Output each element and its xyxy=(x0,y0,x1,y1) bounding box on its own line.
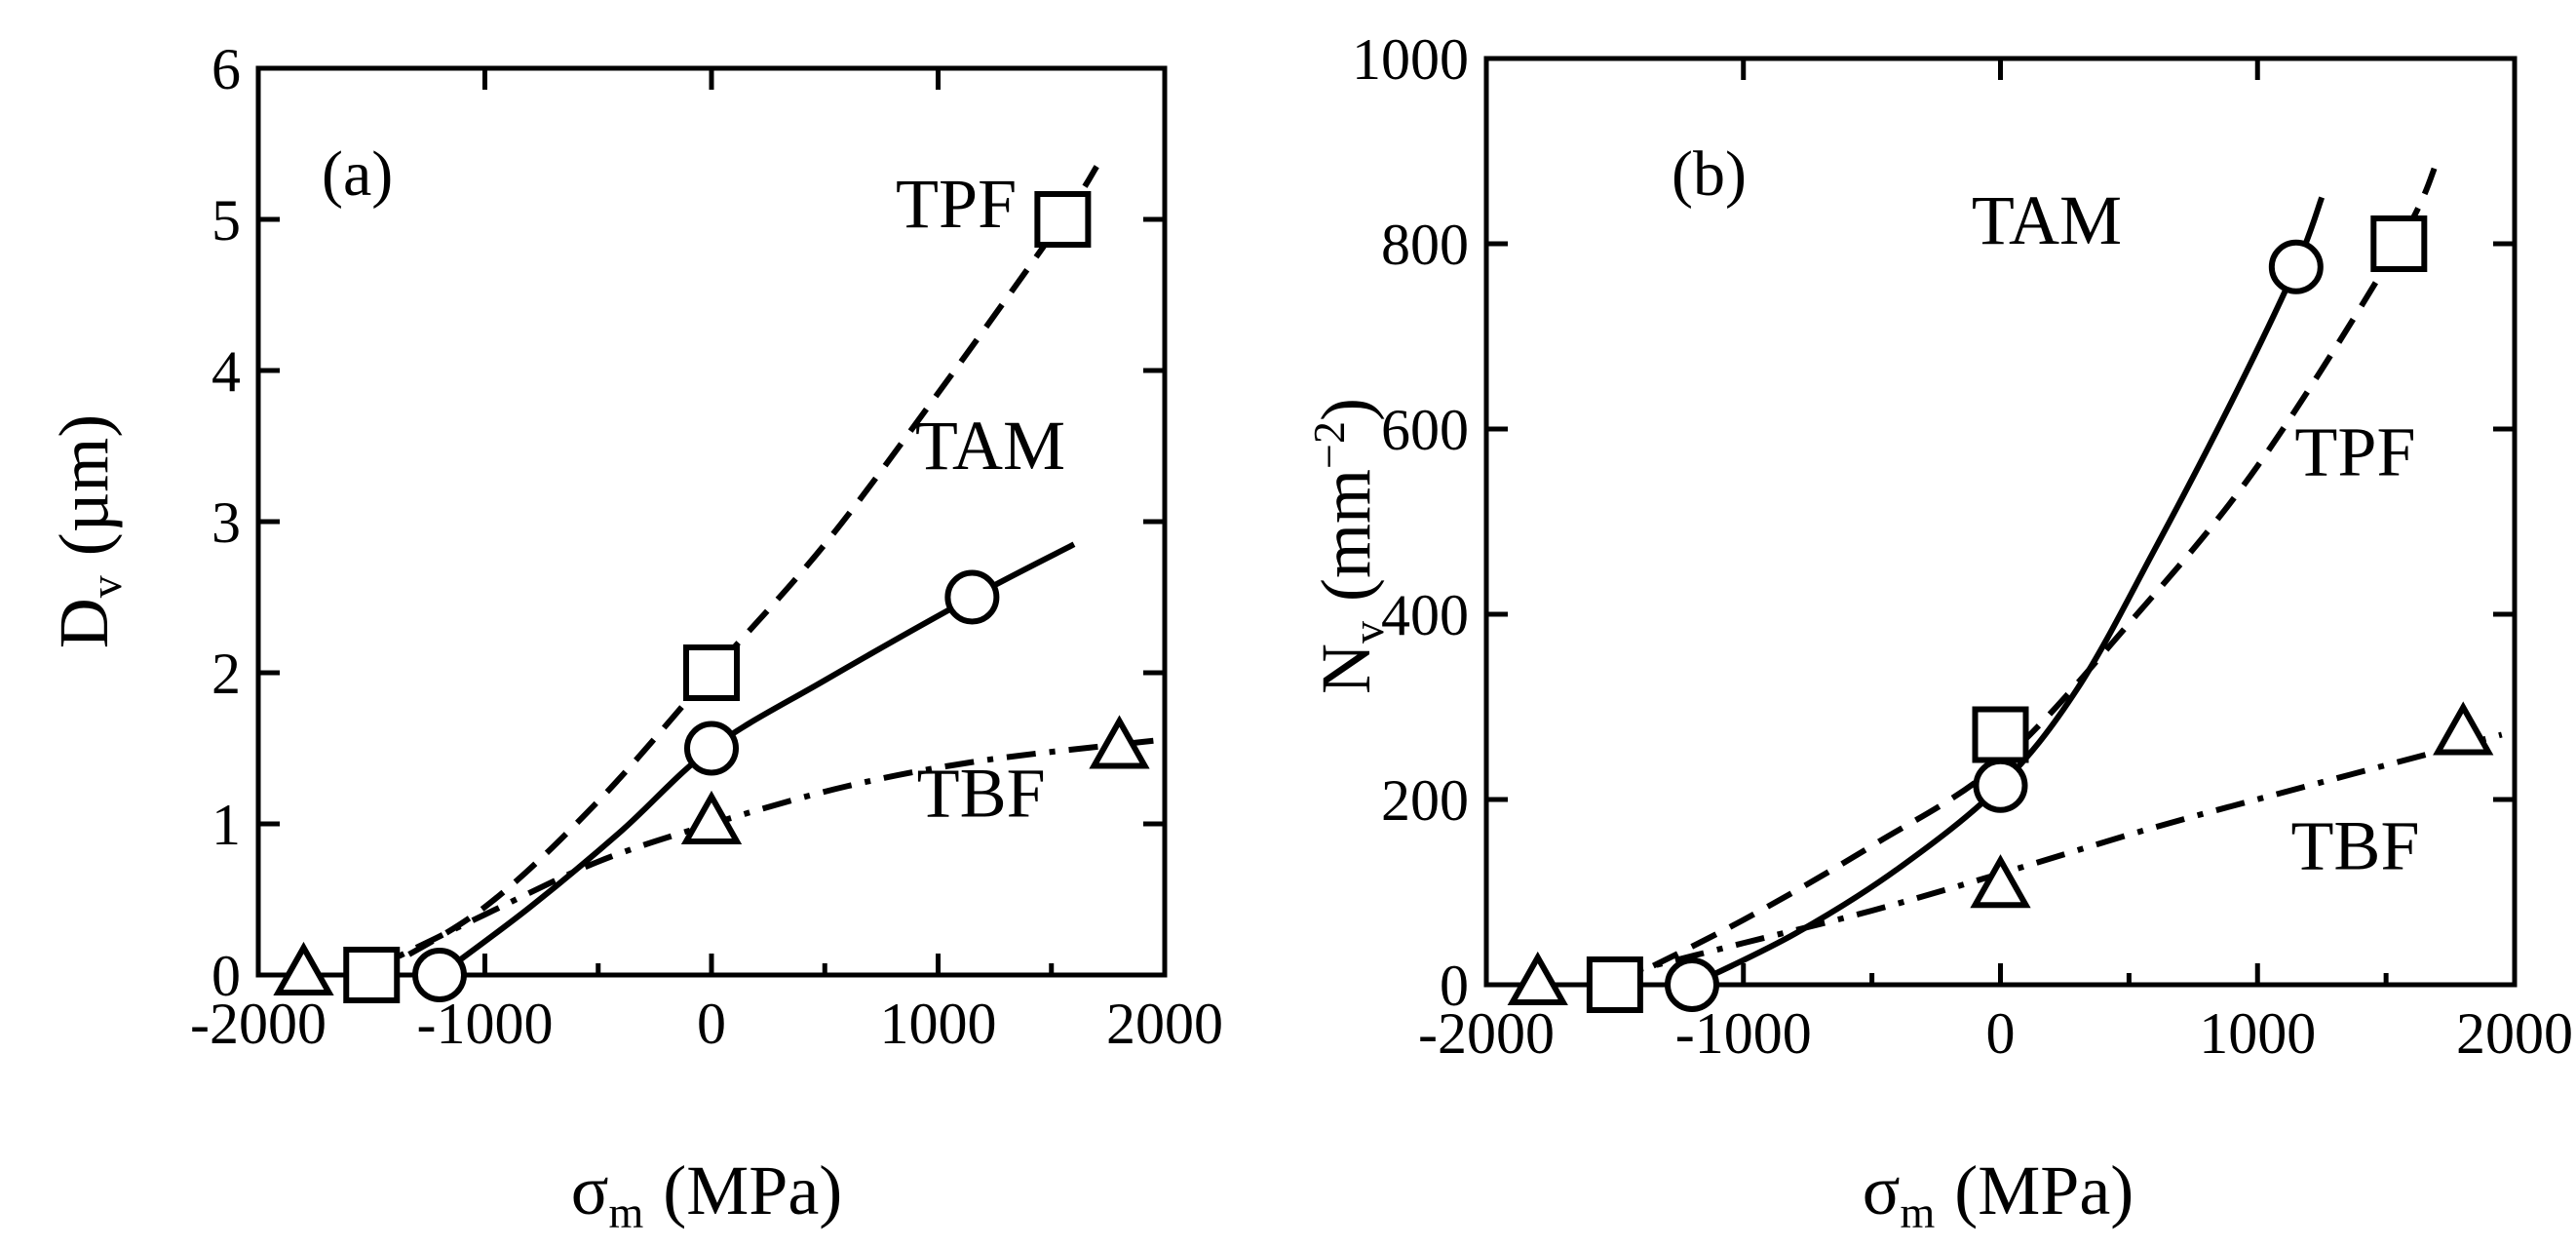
panel-b-x-axis-label: σm (MPa) xyxy=(1863,1151,2134,1237)
panel-a-y-tick-label: 6 xyxy=(211,37,241,101)
panel-a-y-axis-label: Dv (µm) xyxy=(45,414,131,648)
panel-a-series-label-tpf: TPF xyxy=(896,165,1017,243)
panel-b-y-axis-label-units-pre: (mm xyxy=(1307,469,1385,602)
panel-b-y-axis-label-units-sup: −2 xyxy=(1304,421,1354,469)
panel-b-curve-tam xyxy=(1690,196,2326,988)
panel-a-marker-tpf xyxy=(1034,191,1092,248)
panel-a-marker-tpf xyxy=(343,947,401,1003)
panel-a-marker-tbf xyxy=(1089,715,1150,769)
panel-b-y-tick-label: 200 xyxy=(1381,768,1469,833)
panel-b: -2000 -1000 0 1000 2000 0 200 400 600 800 1000 TAM T… xyxy=(1304,27,2573,1237)
panel-b-y-tick-label: 800 xyxy=(1381,213,1469,277)
panel-b-y-axis-label-main: N xyxy=(1307,644,1385,694)
panel-a-x-tick-label: 0 xyxy=(697,992,726,1056)
panel-a-label: (a) xyxy=(322,138,393,210)
panel-b-x-tick-label: 2000 xyxy=(2456,1001,2573,1066)
panel-b-curve-tbf xyxy=(1614,731,2503,979)
panel-b-marker-tpf xyxy=(1972,706,2029,763)
panel-a-marker-tbf xyxy=(273,941,334,995)
panel-a-x-axis-label: σm (MPa) xyxy=(571,1151,843,1237)
panel-a-y-axis-label-main: D xyxy=(45,598,123,648)
panel-b-plot-area: -2000 -1000 0 1000 2000 0 200 400 600 800 1000 TAM T… xyxy=(1352,27,2573,1066)
panel-b-y-tick-label: 1000 xyxy=(1352,27,1469,92)
panel-b-marker-tbf xyxy=(1507,951,1568,1005)
panel-a-plot-area: -2000 -1000 0 1000 2000 0 1 2 3 4 5 6 TPF TAM TBF xyxy=(190,37,1223,1056)
panel-b-series-label-tam: TAM xyxy=(1972,181,2122,259)
panel-b-y-tick-label: 600 xyxy=(1381,398,1469,462)
panel-a-series-label-tam: TAM xyxy=(915,407,1065,485)
panel-a-x-axis-label-sub: m xyxy=(609,1188,644,1237)
panel-a-x-tick-label: -2000 xyxy=(190,992,327,1056)
panel-a-marker-tpf xyxy=(683,644,740,701)
panel-b-marker-tbf xyxy=(1970,854,2031,909)
panel-b-marker-tbf xyxy=(2433,701,2494,756)
panel-a-series-label-tbf: TBF xyxy=(917,754,1046,832)
panel-a-y-tick-label: 0 xyxy=(211,944,241,1008)
panel-a-y-axis-label-sub: v xyxy=(81,575,131,598)
panel-b-y-axis-label-sub: v xyxy=(1343,621,1393,644)
panel-b-y-tick-label: 0 xyxy=(1440,954,1469,1018)
panel-a-marker-tam xyxy=(684,721,739,776)
panel-b-label: (b) xyxy=(1672,138,1747,210)
panel-b-x-axis-label-main: σ xyxy=(1863,1151,1901,1229)
panel-b-x-tick-label: 1000 xyxy=(2199,1001,2316,1066)
panel-b-x-axis-label-sub: m xyxy=(1901,1188,1936,1237)
panel-b-x-axis-label-units: (MPa) xyxy=(1954,1151,2134,1229)
panel-a-x-axis-label-main: σ xyxy=(571,1151,609,1229)
panel-a-x-tick-label: 2000 xyxy=(1106,992,1223,1056)
panel-b-y-tick-label: 400 xyxy=(1381,583,1469,647)
panel-a-marker-tam xyxy=(412,948,467,1002)
panel-b-series-label-tpf: TPF xyxy=(2294,413,2415,491)
panel-a-y-tick-label: 5 xyxy=(211,188,241,253)
panel-b-marker-tpf xyxy=(2370,215,2428,272)
panel-a-x-tick-label: 1000 xyxy=(880,992,997,1056)
panel-b-marker-tam xyxy=(1973,758,2028,813)
panel-a-x-axis-label-units: (MPa) xyxy=(663,1151,842,1229)
panel-b-marker-tpf xyxy=(1586,956,1643,1013)
panel-b-marker-tam xyxy=(2268,239,2324,294)
panel-b-y-axis-label: Nv (mm−2) xyxy=(1304,398,1393,694)
panel-b-marker-tam xyxy=(1665,957,1719,1012)
panel-a-y-tick-label: 3 xyxy=(211,490,241,555)
panel-b-series-label-tbf: TBF xyxy=(2290,806,2419,884)
panel-b-x-tick-label: -1000 xyxy=(1675,1001,1812,1066)
panel-a-marker-tbf xyxy=(680,790,743,844)
panel-a-marker-tam xyxy=(944,569,1000,625)
panel-b-y-axis-label-units-post: ) xyxy=(1307,398,1385,421)
panel-a-y-tick-label: 1 xyxy=(211,793,241,857)
panel-b-x-tick-label: 0 xyxy=(1986,1001,2016,1066)
panel-a-x-tick-label: -1000 xyxy=(417,992,554,1056)
panel-a-y-tick-label: 4 xyxy=(211,339,241,404)
panel-a-y-tick-label: 2 xyxy=(211,642,241,706)
panel-a-curve-tpf xyxy=(369,165,1099,978)
panel-b-curve-tpf xyxy=(1613,159,2441,988)
panel-b-x-tick-label: -2000 xyxy=(1418,1001,1555,1066)
panel-a-y-axis-label-units: (µm) xyxy=(45,414,123,556)
